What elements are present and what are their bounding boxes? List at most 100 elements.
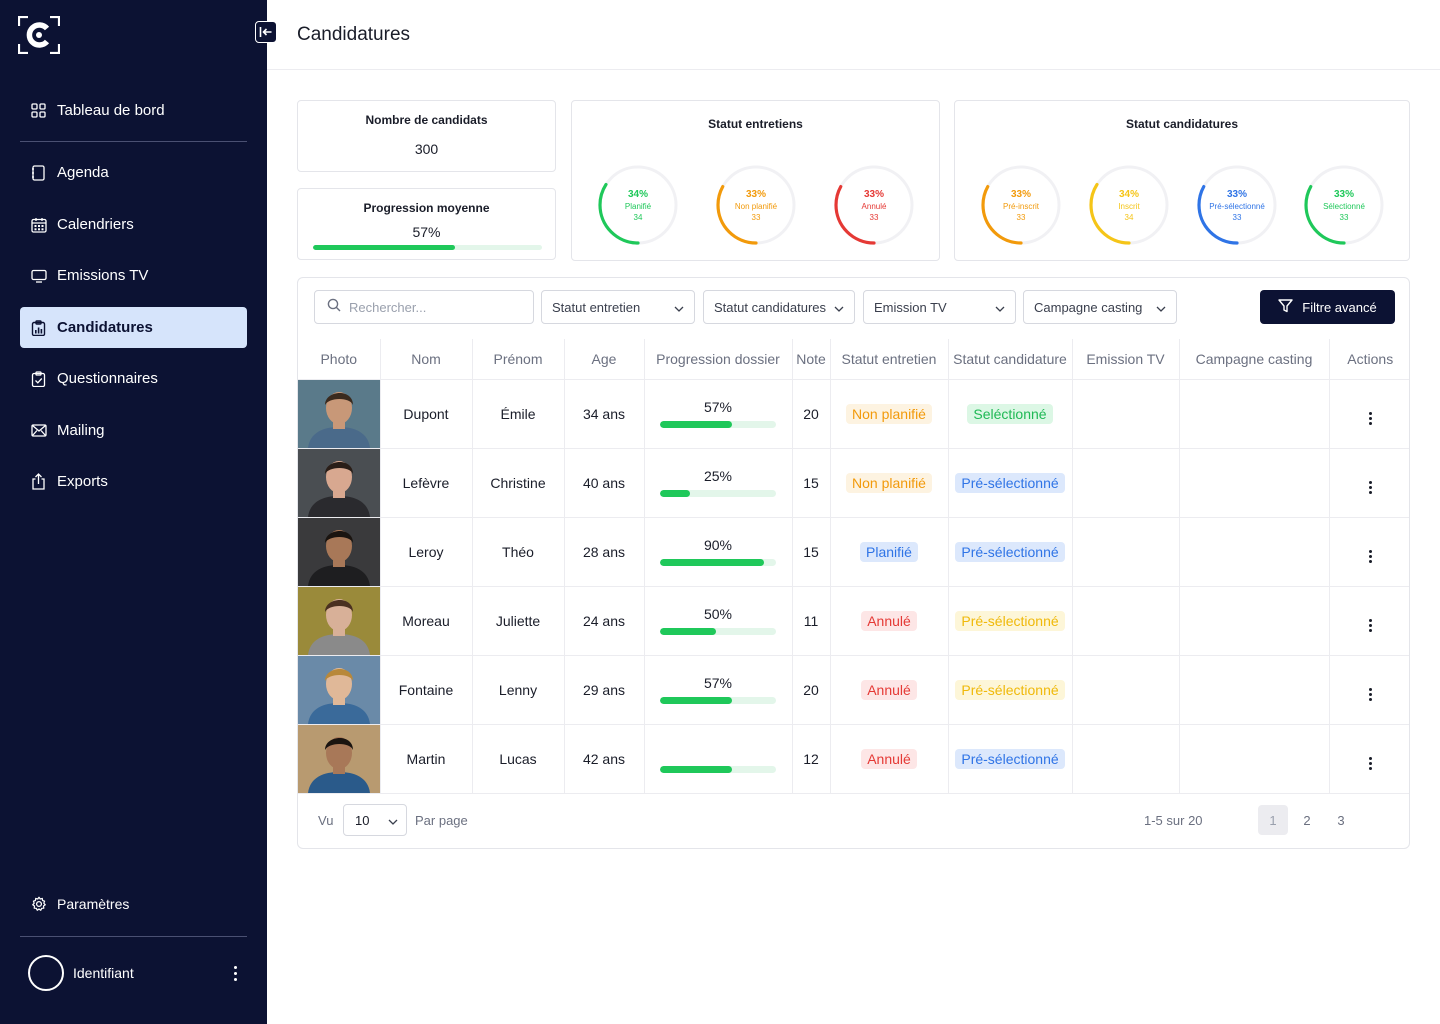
donut-percent: 34% xyxy=(627,188,648,200)
more-vertical-icon[interactable] xyxy=(1368,688,1372,701)
page-button-3[interactable]: 3 xyxy=(1337,812,1345,828)
sidebar-item-exports[interactable]: Exports xyxy=(20,461,247,502)
cell-interview-status: Annulé xyxy=(830,655,949,725)
cell-note: 12 xyxy=(792,724,831,794)
filter-interview-status[interactable]: Statut entretien xyxy=(541,290,695,324)
column-header-actions[interactable]: Actions xyxy=(1329,339,1409,380)
collapse-sidebar-icon[interactable] xyxy=(255,21,277,43)
avatar[interactable] xyxy=(28,955,64,991)
column-header-campagne-casting[interactable]: Campagne casting xyxy=(1179,339,1330,380)
cell-prenom: Lucas xyxy=(472,724,565,794)
cell-prenom: Juliette xyxy=(472,586,565,656)
more-vertical-icon[interactable] xyxy=(1368,481,1372,494)
column-header-prenom[interactable]: Prénom xyxy=(472,339,565,380)
agenda-icon xyxy=(30,164,47,181)
search-field[interactable] xyxy=(314,290,534,324)
progress-percent: 90% xyxy=(703,537,733,553)
donut-ring xyxy=(834,165,914,245)
cell-application-status: Pré-sélectionné xyxy=(948,586,1073,656)
cell-actions xyxy=(1329,517,1409,587)
average-progress-value: 57% xyxy=(412,224,441,240)
cell-casting-campaign xyxy=(1179,724,1330,794)
column-header-progression-dossier[interactable]: Progression dossier xyxy=(644,339,793,380)
table-row[interactable]: Martin Lucas 42 ans 12 Annulé Pré-sélectionné xyxy=(298,724,1409,794)
app-logo[interactable] xyxy=(18,16,60,54)
column-header-statut-candidature[interactable]: Statut candidature xyxy=(948,339,1073,380)
donut-inscrit: 34% Inscrit 34 xyxy=(1087,163,1171,247)
sidebar-item-questionnaires[interactable]: Questionnaires xyxy=(20,358,247,399)
filter-casting-campaign[interactable]: Campagne casting xyxy=(1023,290,1177,324)
search-icon xyxy=(327,298,341,317)
cell-actions xyxy=(1329,655,1409,725)
cell-casting-campaign xyxy=(1179,586,1330,656)
page-size-value: 10 xyxy=(355,812,370,828)
more-vertical-icon[interactable] xyxy=(1368,619,1372,632)
cell-progress: 50% xyxy=(644,586,793,656)
filter-application-status[interactable]: Statut candidatures xyxy=(703,290,855,324)
cell-interview-status: Non planifié xyxy=(830,448,949,518)
donut-count: 33 xyxy=(1232,212,1242,222)
progress-percent: 57% xyxy=(703,675,733,691)
page-button-1[interactable]: 1 xyxy=(1258,805,1288,835)
column-header-photo[interactable]: Photo xyxy=(298,339,381,380)
more-vertical-icon[interactable] xyxy=(1368,757,1372,770)
applications-table: Photo Nom Prénom Age Progression dossier Note… xyxy=(298,339,1409,794)
candidate-photo xyxy=(298,724,379,792)
progress-bar xyxy=(660,628,776,635)
sidebar-item-mailing[interactable]: Mailing xyxy=(20,410,247,451)
page-size-select[interactable]: 10 xyxy=(343,804,407,836)
table-row[interactable]: Leroy Théo 28 ans 90% 15 Planifié Pré-sélectio… xyxy=(298,517,1409,587)
column-header-note[interactable]: Note xyxy=(792,339,831,380)
table-row[interactable]: Dupont Émile 34 ans 57% 20 Non planifié Seléct… xyxy=(298,379,1409,449)
table-row[interactable]: Lefèvre Christine 40 ans 25% 15 Non planifié P… xyxy=(298,448,1409,518)
cell-nom: Martin xyxy=(380,724,473,794)
sidebar-item-label: Emissions TV xyxy=(57,267,149,284)
header: Candidatures xyxy=(267,0,1440,70)
donut-category: Non planifié xyxy=(734,201,778,211)
search-input[interactable] xyxy=(349,299,519,315)
cell-nom: Dupont xyxy=(380,379,473,449)
more-vertical-icon[interactable] xyxy=(227,965,243,981)
column-header-age[interactable]: Age xyxy=(564,339,645,380)
sidebar-item-emissions-tv[interactable]: Emissions TV xyxy=(20,255,247,296)
sidebar-item-calendriers[interactable]: Calendriers xyxy=(20,204,247,245)
card-title: Nombre de candidats xyxy=(365,113,488,127)
cell-nom: Lefèvre xyxy=(380,448,473,518)
filter-tv-show[interactable]: Emission TV xyxy=(863,290,1016,324)
column-header-statut-entretien[interactable]: Statut entretien xyxy=(830,339,949,380)
donut-category: Annulé xyxy=(861,201,887,211)
column-header-nom[interactable]: Nom xyxy=(380,339,473,380)
cell-age: 34 ans xyxy=(564,379,645,449)
per-page-label: Par page xyxy=(415,813,468,828)
progress-fill xyxy=(660,766,732,773)
cell-prenom: Lenny xyxy=(472,655,565,725)
donut-category: Pré-inscrit xyxy=(1002,201,1039,211)
column-header-emission-tv[interactable]: Emission TV xyxy=(1072,339,1180,380)
user-menu[interactable]: Identifiant xyxy=(28,955,243,991)
sidebar-item-tableau-de-bord[interactable]: Tableau de bord xyxy=(20,90,247,131)
donut-category: Inscrit xyxy=(1118,201,1140,211)
sidebar-item-parametres[interactable]: Paramètres xyxy=(20,883,247,924)
more-vertical-icon[interactable] xyxy=(1368,412,1372,425)
status-badge: Annulé xyxy=(861,748,917,769)
sidebar-item-candidatures[interactable]: Candidatures xyxy=(20,307,247,348)
advanced-filter-button[interactable]: Filtre avancé xyxy=(1260,290,1395,324)
cell-tv-show xyxy=(1072,448,1180,518)
progress-bar xyxy=(660,559,776,566)
cell-casting-campaign xyxy=(1179,655,1330,725)
donut-label: 33% Annulé 33 xyxy=(832,163,916,247)
photo-cell xyxy=(298,517,381,587)
table-row[interactable]: Fontaine Lenny 29 ans 57% 20 Annulé Pré-sélect… xyxy=(298,655,1409,725)
progress-bar xyxy=(660,421,776,428)
view-label: Vu xyxy=(318,813,334,828)
nav-divider xyxy=(20,141,247,142)
user-divider xyxy=(20,936,247,937)
cell-interview-status: Non planifié xyxy=(830,379,949,449)
more-vertical-icon[interactable] xyxy=(1368,550,1372,563)
cell-age: 29 ans xyxy=(564,655,645,725)
tv-icon xyxy=(30,267,47,284)
sidebar-item-agenda[interactable]: Agenda xyxy=(20,152,247,193)
table-row[interactable]: Moreau Juliette 24 ans 50% 11 Annulé Pré-sélec… xyxy=(298,586,1409,656)
page-button-2[interactable]: 2 xyxy=(1303,812,1311,828)
status-badge: Pré-sélectionné xyxy=(955,679,1065,700)
